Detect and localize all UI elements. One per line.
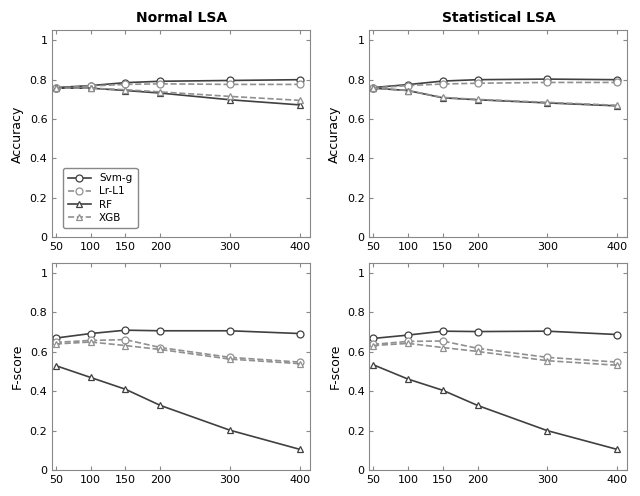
Legend: Svm-g, Lr-L1, RF, XGB: Svm-g, Lr-L1, RF, XGB [63, 168, 138, 228]
Y-axis label: Accuracy: Accuracy [11, 105, 24, 163]
Y-axis label: Accuracy: Accuracy [328, 105, 341, 163]
Title: Statistical LSA: Statistical LSA [442, 11, 556, 25]
Title: Normal LSA: Normal LSA [136, 11, 227, 25]
Y-axis label: F-score: F-score [11, 344, 24, 389]
Y-axis label: F-score: F-score [328, 344, 341, 389]
